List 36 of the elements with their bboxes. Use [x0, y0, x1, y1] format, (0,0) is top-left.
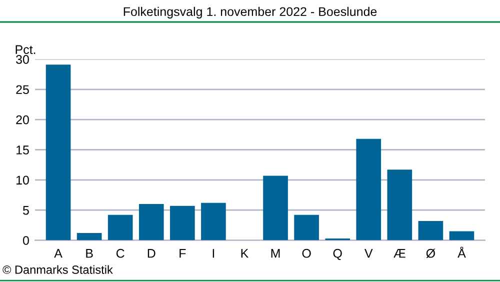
- y-tick-label: 20: [16, 115, 29, 124]
- bar: [263, 176, 288, 240]
- y-tick-label: 0: [22, 236, 29, 245]
- bar: [387, 170, 412, 240]
- y-axis-title: Pct.: [16, 45, 36, 54]
- y-tick-label: 5: [22, 206, 29, 215]
- bar: [46, 64, 71, 240]
- bar: [294, 214, 319, 240]
- y-tick-label: 10: [16, 176, 29, 185]
- x-tick-label: M: [271, 249, 280, 258]
- bar: [138, 204, 164, 240]
- y-tick-label: 25: [16, 85, 29, 94]
- y-tick-label: 15: [16, 146, 29, 154]
- x-tick-label: O: [302, 248, 311, 258]
- bar: [76, 233, 102, 240]
- bar: [170, 206, 195, 240]
- y-tick-label: 30: [16, 55, 29, 64]
- bar: [201, 202, 226, 240]
- x-tick-label: B: [86, 249, 93, 258]
- bar: [449, 231, 474, 240]
- x-tick-label: A: [54, 249, 62, 258]
- bar: [418, 220, 444, 240]
- text: © Danmarks Statistik: [2, 265, 113, 274]
- x-tick-label: Ø: [426, 248, 436, 258]
- x-tick-label: C: [116, 248, 124, 258]
- x-tick-label: K: [241, 249, 249, 258]
- x-tick-label: Q: [333, 248, 342, 260]
- x-tick-label: D: [148, 249, 156, 258]
- x-tick-label: I: [212, 249, 214, 258]
- x-tick-label: V: [364, 249, 373, 258]
- x-tick-label: Å: [458, 246, 466, 258]
- x-tick-label: Æ: [394, 249, 406, 258]
- bar: [356, 138, 382, 240]
- chart-title: Folketingsvalg 1. november 2022 - Boeslunde: [124, 6, 377, 19]
- bar: [108, 214, 133, 240]
- x-tick-label: F: [180, 249, 186, 258]
